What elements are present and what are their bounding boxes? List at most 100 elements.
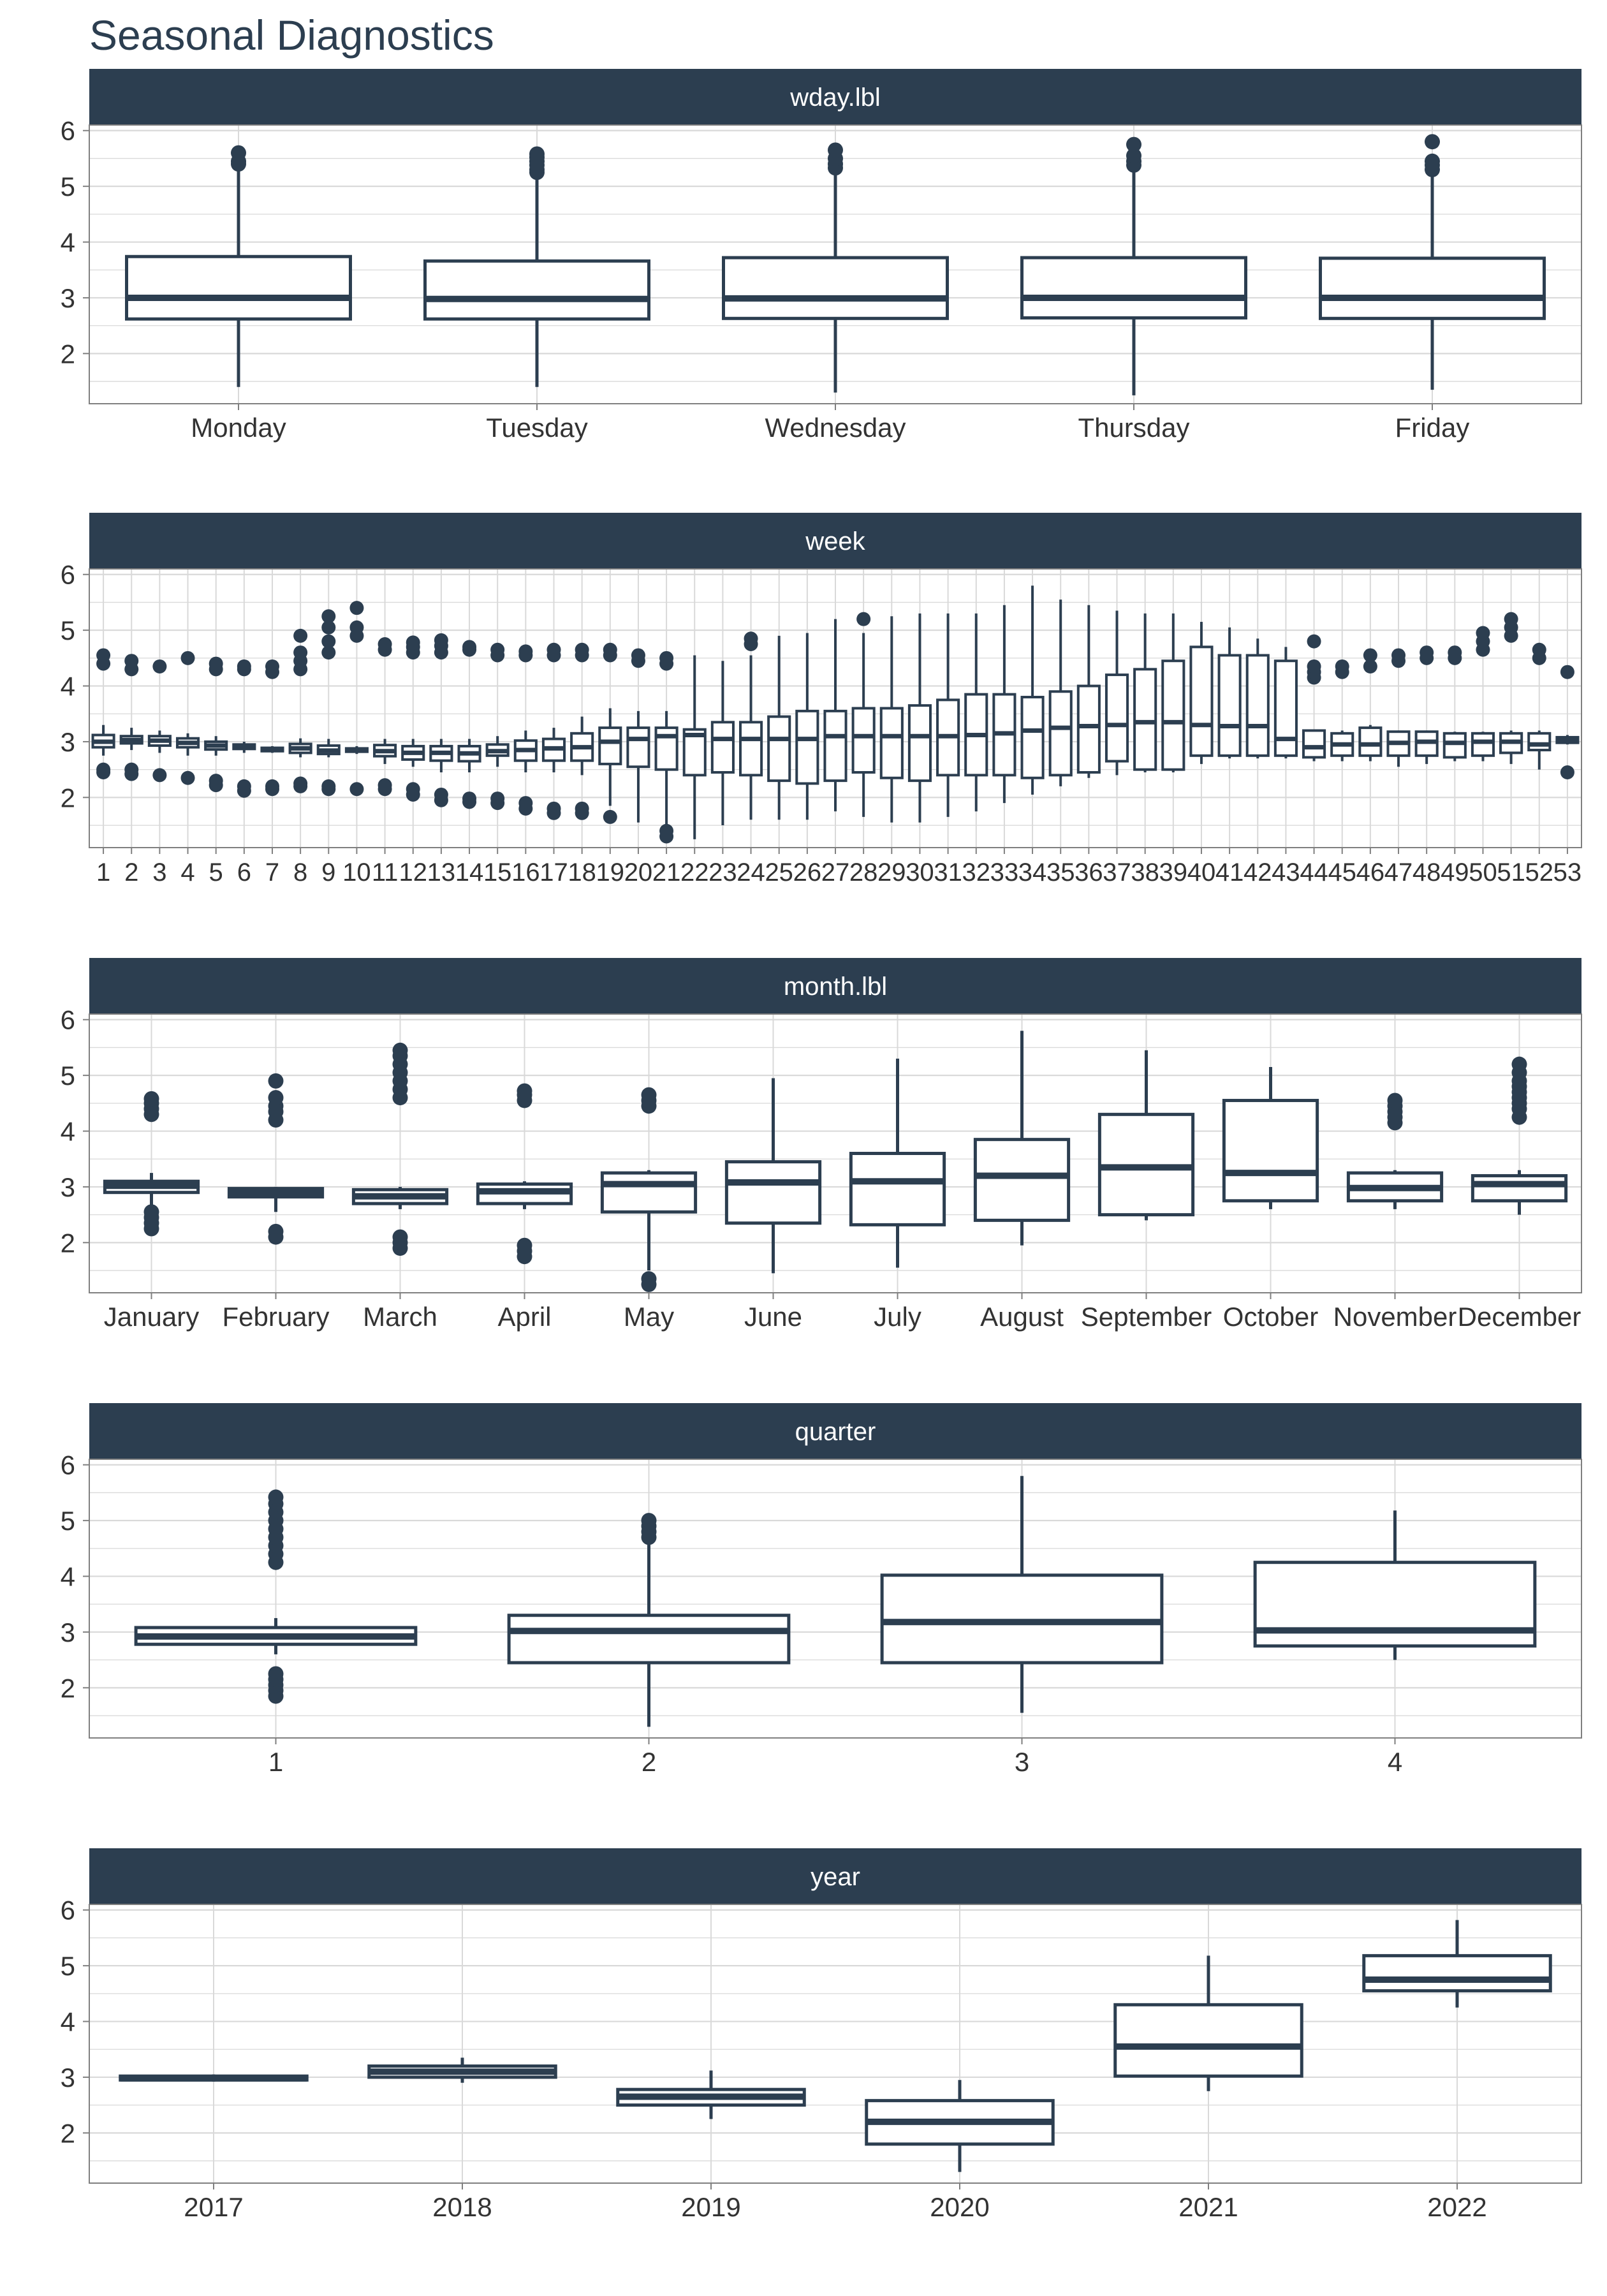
outlier-point <box>529 146 545 162</box>
outlier-point <box>603 642 617 657</box>
outlier-point <box>518 796 533 811</box>
x-tick-label: February <box>222 1302 329 1332</box>
y-tick-label: 4 <box>61 228 75 258</box>
box-17 <box>541 642 566 820</box>
y-tick-label: 3 <box>61 727 75 757</box>
iqr-box <box>1222 1098 1319 1203</box>
box-53 <box>1555 665 1580 780</box>
outlier-point <box>1448 645 1462 660</box>
outlier-point <box>1425 153 1440 169</box>
facet-quarter: quarter 2 3 4 5 6 1 2 3 4 <box>61 1403 1582 1777</box>
x-tick-label: 2020 <box>930 2192 989 2222</box>
facet-strip-label: month.lbl <box>784 973 887 1001</box>
outlier-point <box>462 791 477 806</box>
box-October <box>1222 1067 1319 1209</box>
x-tick-label: 3 <box>152 858 166 887</box>
box-11 <box>373 637 397 797</box>
y-tick-label: 6 <box>61 1895 75 1925</box>
outlier-point <box>490 642 505 657</box>
x-tick-label: January <box>104 1302 199 1332</box>
facet-strip <box>89 1403 1581 1459</box>
x-tick-label: 29 <box>877 858 906 887</box>
x-tick-label: 43 <box>1272 858 1300 887</box>
x-tick-label: November <box>1333 1302 1457 1332</box>
box-36 <box>1076 605 1101 778</box>
iqr-box <box>724 1160 822 1225</box>
outlier-point <box>1363 659 1377 673</box>
panel-border <box>89 1013 1582 1293</box>
x-tick-label: 24 <box>737 858 765 887</box>
iqr-box <box>125 254 352 321</box>
outlier-point <box>406 635 420 650</box>
y-tick-label: 2 <box>61 783 75 813</box>
x-tick-label: March <box>363 1302 437 1332</box>
x-tick-label: 48 <box>1413 858 1441 887</box>
iqr-box <box>1020 696 1045 779</box>
box-Monday <box>125 145 352 387</box>
y-tick-label: 4 <box>61 1562 75 1592</box>
outlier-point <box>1532 642 1546 657</box>
outlier-point <box>547 801 561 816</box>
box-25 <box>767 635 791 820</box>
y-tick-label: 6 <box>61 116 75 146</box>
y-tick-label: 3 <box>61 1172 75 1202</box>
iqr-box <box>1319 256 1546 320</box>
x-tick-label: 18 <box>568 858 596 887</box>
box-34 <box>1020 585 1045 795</box>
outlier-point <box>237 779 251 793</box>
iqr-box <box>1527 732 1552 752</box>
box-February <box>227 1073 325 1245</box>
x-tick-label: Friday <box>1395 413 1470 443</box>
iqr-box <box>767 715 791 783</box>
box-23 <box>710 661 735 826</box>
box-Thursday <box>1020 136 1247 395</box>
y-tick-label: 3 <box>61 1617 75 1647</box>
box-48 <box>1414 645 1439 764</box>
outlier-point <box>268 1489 284 1505</box>
x-tick-label: 47 <box>1384 858 1413 887</box>
x-tick-label: June <box>744 1302 802 1332</box>
x-tick-label: 35 <box>1046 858 1075 887</box>
outlier-point <box>180 651 195 665</box>
y-tick-label: 5 <box>61 1951 75 1981</box>
outlier-point <box>180 770 195 785</box>
iqr-box <box>1189 645 1214 757</box>
outlier-point <box>518 644 533 659</box>
y-tick-label: 4 <box>61 2007 75 2037</box>
box-2018 <box>367 2057 557 2083</box>
iqr-box <box>1104 673 1129 763</box>
y-tick-label: 6 <box>61 1005 75 1035</box>
box-42 <box>1245 638 1270 759</box>
outlier-point <box>268 1073 284 1089</box>
outlier-point <box>659 651 674 665</box>
box-August <box>973 1031 1071 1246</box>
y-tick-label: 6 <box>61 560 75 590</box>
iqr-box <box>600 1171 698 1214</box>
x-tick-label: 51 <box>1497 858 1525 887</box>
outlier-point <box>1504 612 1518 626</box>
iqr-box <box>823 709 848 783</box>
x-tick-label: 45 <box>1328 858 1356 887</box>
x-tick-label: 30 <box>906 858 934 887</box>
x-tick-label: Wednesday <box>765 413 906 443</box>
iqr-box <box>1358 726 1383 757</box>
outlier-point <box>659 823 674 838</box>
x-tick-label: 31 <box>934 858 962 887</box>
outlier-point <box>349 601 364 615</box>
box-30 <box>907 613 932 823</box>
iqr-box <box>1273 659 1298 757</box>
outlier-point <box>293 776 308 791</box>
x-tick-label: August <box>980 1302 1064 1332</box>
iqr-box <box>907 704 932 783</box>
box-9 <box>316 609 341 797</box>
iqr-box <box>1362 1954 1552 1992</box>
x-tick-label: 1 <box>268 1747 283 1777</box>
iqr-box <box>1113 2003 1303 2078</box>
x-tick-label: Thursday <box>1078 413 1189 443</box>
outlier-point <box>349 620 364 635</box>
iqr-box <box>722 256 949 320</box>
outlier-point <box>1335 659 1349 673</box>
box-7 <box>260 659 284 797</box>
iqr-box <box>1020 256 1247 320</box>
outlier-point <box>434 787 448 802</box>
